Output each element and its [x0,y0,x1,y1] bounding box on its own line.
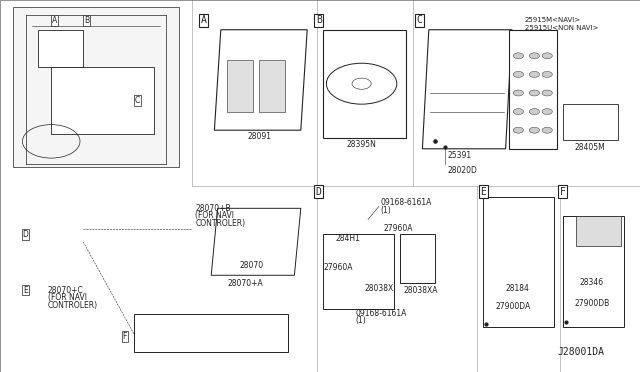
Circle shape [513,127,524,133]
Circle shape [542,127,552,133]
Text: B: B [84,16,89,25]
Circle shape [529,127,540,133]
Text: E: E [23,286,28,295]
Circle shape [513,109,524,115]
Polygon shape [214,30,307,130]
Text: (1): (1) [355,316,366,325]
Text: (1): (1) [381,206,392,215]
Circle shape [529,53,540,59]
Text: A: A [200,16,207,25]
Polygon shape [13,7,179,167]
Circle shape [542,53,552,59]
Circle shape [529,90,540,96]
Text: CONTROLER): CONTROLER) [195,219,245,228]
Text: F: F [559,187,566,196]
Bar [227,60,253,112]
Text: (FOR NAVI: (FOR NAVI [48,293,87,302]
Text: 28038X: 28038X [365,284,394,293]
Polygon shape [51,67,154,134]
Text: 25391: 25391 [448,151,472,160]
Circle shape [513,71,524,77]
Text: D: D [316,187,322,196]
Polygon shape [509,30,557,149]
Text: C: C [135,96,140,105]
Bar [259,60,285,112]
Text: D: D [22,230,29,239]
Text: 28070+A: 28070+A [227,279,263,288]
Polygon shape [323,234,394,309]
Text: 28184: 28184 [506,284,529,293]
Text: (FOR NAVI: (FOR NAVI [195,211,234,220]
Text: 27960A: 27960A [384,224,413,233]
Polygon shape [576,216,621,246]
Text: 25915U<NON NAVI>: 25915U<NON NAVI> [525,25,598,31]
Polygon shape [563,104,618,140]
Text: 09168-6161A: 09168-6161A [355,309,406,318]
Text: 28070: 28070 [240,262,264,270]
Text: J28001DA: J28001DA [558,347,605,357]
Text: 284H1: 284H1 [336,234,361,243]
Circle shape [542,109,552,115]
Text: 28346: 28346 [579,278,604,287]
Text: C: C [416,16,422,25]
Text: CONTROLER): CONTROLER) [48,301,98,310]
Text: 28038XA: 28038XA [403,286,438,295]
Polygon shape [134,314,288,352]
Circle shape [513,53,524,59]
Circle shape [513,90,524,96]
Polygon shape [483,197,554,327]
Text: F: F [123,332,127,341]
Circle shape [529,109,540,115]
Text: 09168-6161A: 09168-6161A [381,198,432,207]
Text: A: A [52,16,57,25]
Text: E: E [480,187,486,196]
Circle shape [542,71,552,77]
Text: 28395N: 28395N [347,140,376,148]
Text: 28070+B: 28070+B [195,204,231,213]
Text: 28020D: 28020D [448,166,478,174]
Text: 27900DA: 27900DA [496,302,531,311]
Circle shape [542,90,552,96]
Circle shape [529,71,540,77]
Text: 25915M<NAVI>: 25915M<NAVI> [525,17,581,23]
Polygon shape [38,30,83,67]
Text: 28091: 28091 [247,132,271,141]
Polygon shape [422,30,512,149]
Polygon shape [400,234,435,283]
Polygon shape [563,216,624,327]
Polygon shape [323,30,406,138]
Text: 27960A: 27960A [323,263,353,272]
Text: B: B [316,16,322,25]
Text: 27900DB: 27900DB [575,299,610,308]
Text: 28070+C: 28070+C [48,286,84,295]
Polygon shape [211,208,301,275]
Text: 28405M: 28405M [575,143,605,152]
